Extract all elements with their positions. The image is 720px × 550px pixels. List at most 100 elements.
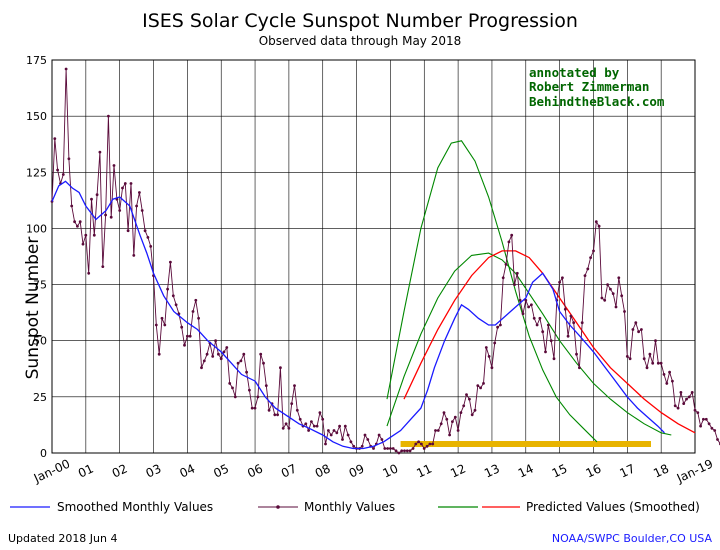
monthly-point-85	[290, 402, 294, 405]
monthly-point-204	[625, 355, 629, 358]
monthly-point-139	[442, 411, 446, 414]
monthly-point-219	[668, 370, 671, 374]
grid	[51, 59, 696, 454]
monthly-point-69	[245, 370, 249, 374]
monthly-point-29	[132, 254, 136, 257]
monthly-point-136	[434, 429, 437, 432]
monthly-point-141	[448, 433, 451, 437]
monthly-point-101	[335, 431, 339, 435]
x-tick-label-8: 08	[313, 461, 333, 480]
monthly-point-75	[262, 361, 265, 365]
monthly-point-62	[225, 346, 229, 349]
x-tick-label-4: 04	[177, 461, 197, 480]
monthly-point-209	[640, 328, 643, 331]
y-tick-label-6: 150	[26, 110, 47, 123]
monthly-point-167	[521, 312, 525, 316]
y-tick-label-1: 25	[33, 391, 47, 404]
y-tick-label-5: 125	[26, 166, 47, 179]
monthly-point-40	[163, 323, 167, 327]
x-tick-label-11: 11	[414, 461, 434, 480]
monthly-point-87	[295, 408, 299, 412]
monthly-point-106	[349, 440, 353, 444]
monthly-point-214	[654, 339, 657, 343]
monthly-point-22	[112, 164, 116, 167]
predicted-upper-bound-line	[386, 140, 598, 443]
monthly-point-160	[501, 276, 505, 280]
monthly-point-132	[422, 447, 426, 450]
monthly-point-30	[135, 204, 139, 208]
y-tick-label-0: 0	[40, 447, 47, 460]
monthly-point-111	[363, 433, 367, 437]
monthly-point-42	[169, 260, 172, 264]
monthly-point-184	[569, 314, 573, 318]
monthly-point-8	[73, 220, 76, 224]
monthly-point-223	[679, 391, 683, 394]
monthly-point-177	[549, 339, 553, 343]
monthly-point-99	[329, 433, 333, 437]
monthly-point-35	[149, 245, 153, 248]
x-tick-label-5: 05	[211, 461, 231, 480]
annotation-block: annotated by Robert Zimmerman BehindtheB…	[529, 65, 665, 109]
x-tick-label-0: Jan-00	[31, 457, 72, 486]
monthly-point-58	[214, 339, 218, 343]
x-tick-label-17: 17	[617, 461, 637, 480]
monthly-point-50	[191, 310, 195, 313]
monthly-point-64	[231, 386, 234, 390]
monthly-point-103	[341, 438, 344, 441]
monthly-point-12	[84, 233, 88, 237]
monthly-point-135	[431, 442, 435, 446]
monthly-point-224	[682, 402, 686, 405]
monthly-point-126	[405, 449, 409, 453]
monthly-point-233	[707, 422, 711, 426]
monthly-point-210	[642, 357, 646, 361]
monthly-point-171	[532, 316, 536, 320]
x-tick-label-12: 12	[448, 461, 468, 480]
x-tick-label-7: 07	[279, 461, 299, 480]
monthly-point-231	[702, 417, 705, 421]
monthly-point-77	[267, 408, 271, 412]
monthly-point-4	[61, 173, 65, 176]
monthly-point-195	[600, 296, 604, 300]
monthly-point-222	[676, 406, 680, 410]
plot-frame	[51, 59, 696, 454]
smoothed-values-line	[51, 180, 665, 450]
monthly-point-84	[287, 426, 291, 430]
monthly-point-158	[496, 325, 499, 329]
monthly-point-9	[76, 224, 79, 228]
monthly-point-90	[304, 422, 308, 426]
monthly-point-25	[121, 186, 124, 190]
x-tick-label-15: 15	[550, 461, 570, 480]
monthly-point-183	[566, 334, 570, 338]
monthly-point-189	[583, 274, 587, 277]
monthly-point-70	[248, 388, 251, 392]
monthly-point-39	[160, 316, 164, 320]
monthly-point-31	[138, 191, 141, 194]
monthly-point-230	[699, 424, 702, 428]
monthly-point-67	[239, 359, 243, 363]
monthly-values-line	[51, 68, 720, 454]
monthly-point-161	[504, 263, 508, 266]
monthly-point-152	[479, 386, 482, 390]
x-tick-label-1: 01	[76, 461, 96, 480]
monthly-point-234	[710, 426, 714, 430]
monthly-point-61	[222, 350, 226, 354]
monthly-point-217	[662, 373, 666, 376]
monthly-point-46	[180, 325, 184, 329]
monthly-point-182	[563, 307, 567, 311]
monthly-point-229	[696, 411, 700, 414]
monthly-point-5	[64, 67, 68, 71]
monthly-point-156	[490, 366, 494, 370]
monthly-point-10	[78, 220, 82, 224]
monthly-point-181	[561, 276, 564, 280]
monthly-point-199	[611, 292, 615, 295]
monthly-point-15	[92, 233, 96, 237]
monthly-point-225	[685, 397, 688, 401]
monthly-point-221	[673, 404, 677, 408]
monthly-point-207	[634, 321, 638, 325]
monthly-point-1	[53, 137, 57, 141]
monthly-point-79	[273, 413, 277, 417]
monthly-point-116	[377, 433, 381, 437]
monthly-point-157	[493, 341, 497, 345]
monthly-point-193	[594, 220, 598, 224]
monthly-point-21	[109, 215, 113, 219]
